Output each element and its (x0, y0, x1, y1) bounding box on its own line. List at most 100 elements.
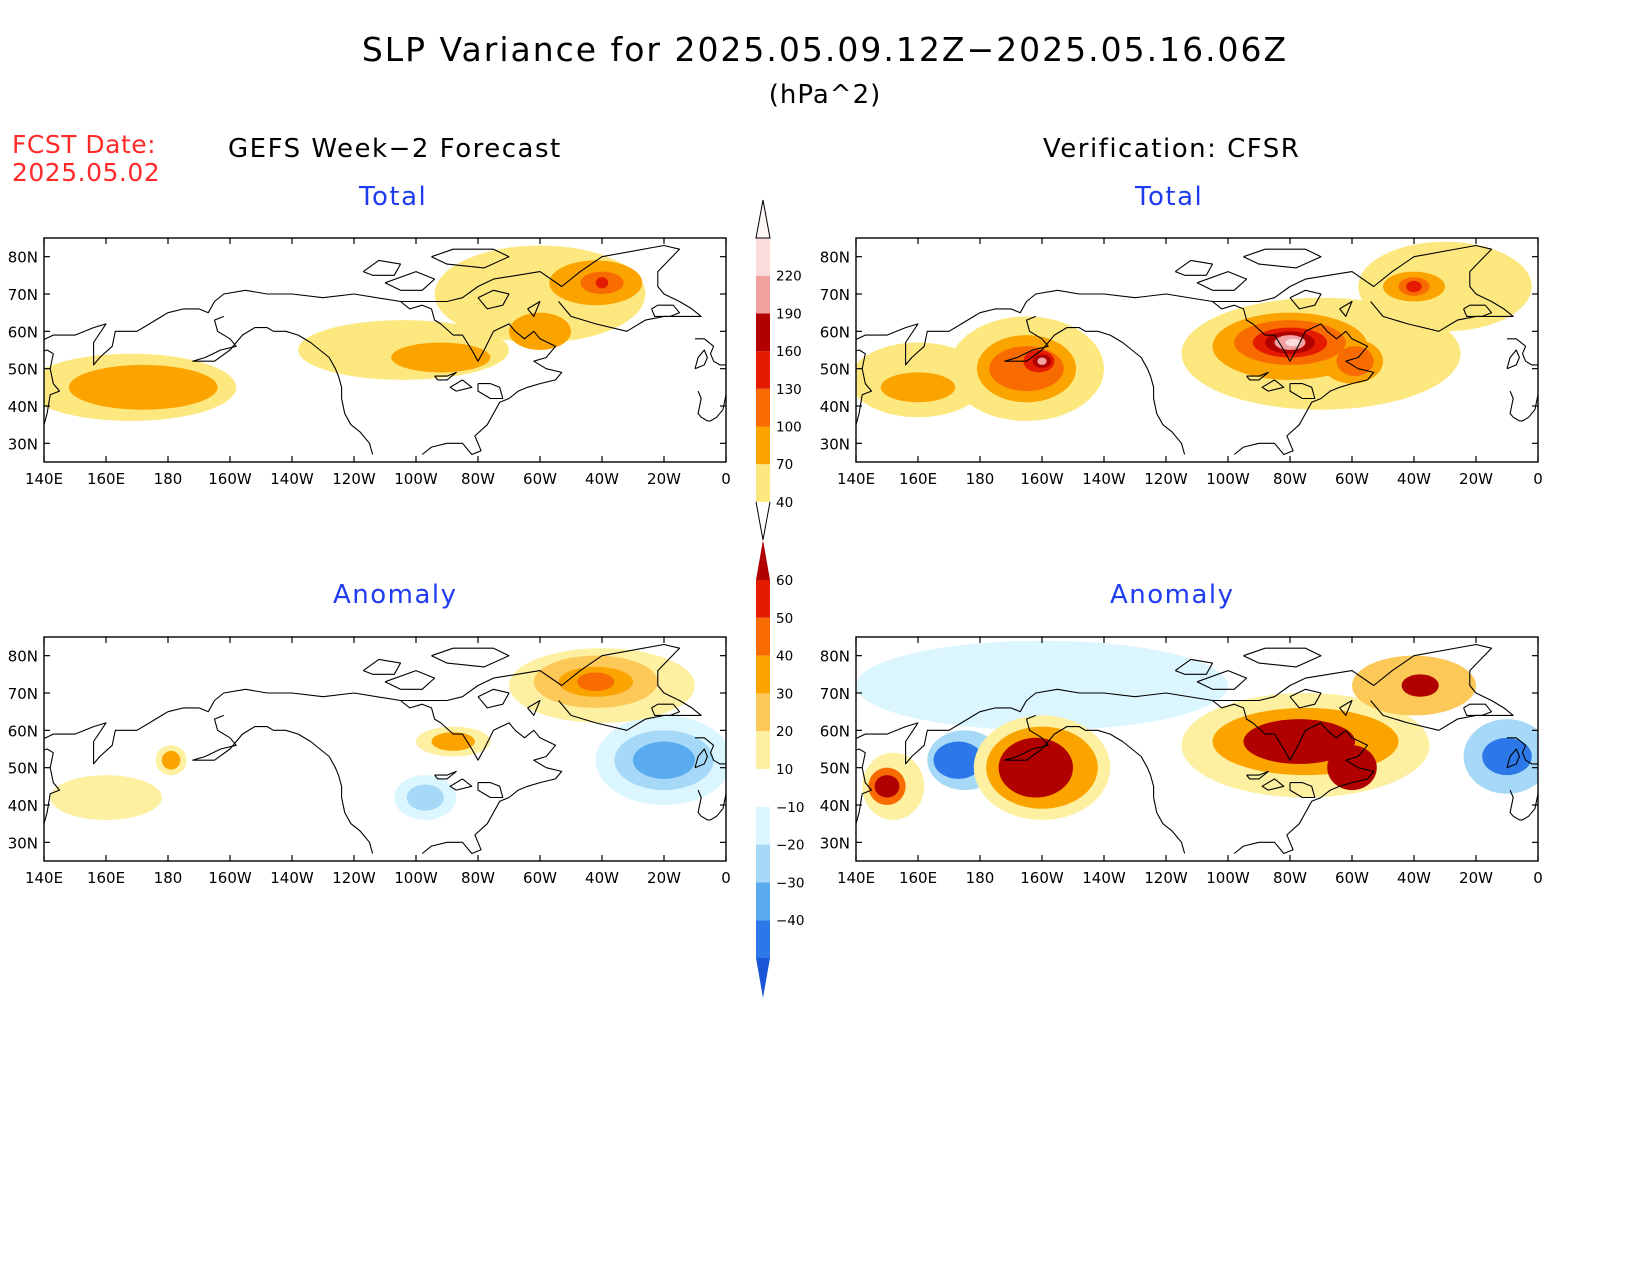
total-colorbar-box (756, 388, 770, 427)
coastline-10 (384, 670, 436, 690)
coastline-5 (1509, 390, 1538, 422)
coastline-3 (695, 737, 726, 765)
shaded-contour-cfsr-anomaly-16 (1401, 674, 1439, 697)
map-panel-gefs-total (44, 238, 726, 462)
coastline-7 (1289, 383, 1316, 400)
lon-tick-label: 20W (1459, 869, 1493, 887)
lat-tick-label: 50N (8, 361, 38, 379)
figure-title: SLP Variance for 2025.05.09.12Z−2025.05.… (361, 30, 1289, 69)
lat-tick-label: 40N (820, 398, 850, 416)
panel-title-cfsr-anomaly: Anomaly (1110, 580, 1235, 610)
coastline-10 (1196, 271, 1248, 291)
shaded-contour-cfsr-anomaly-10 (998, 737, 1073, 798)
lon-tick-label: 0 (721, 470, 731, 488)
lat-tick-label: 40N (820, 797, 850, 815)
lon-tick-label: 120W (1144, 869, 1188, 887)
anomaly-colorbar-box (756, 920, 770, 958)
total-colorbar-label: 190 (776, 306, 802, 322)
coastline-6 (1463, 703, 1493, 716)
shaded-contour-cfsr-total-18 (1037, 357, 1047, 365)
lon-tick-label: 160W (1020, 470, 1064, 488)
coastline-5 (697, 390, 726, 422)
shaded-contour-cfsr-total-11 (1336, 346, 1374, 377)
coastline-13 (1289, 289, 1322, 310)
lat-tick-label: 30N (8, 834, 38, 852)
lat-tick-label: 50N (8, 760, 38, 778)
coastline-14 (527, 300, 541, 317)
shaded-contour-cfsr-anomaly-2 (933, 741, 984, 779)
lon-tick-label: 140W (270, 869, 314, 887)
coastline-8 (449, 379, 473, 392)
lat-tick-label: 60N (8, 323, 38, 341)
shaded-contour-gefs-total-5 (509, 312, 571, 351)
anomaly-colorbar-box (756, 693, 770, 732)
left-column-title: GEFS Week−2 Forecast (228, 134, 562, 164)
shaded-contour-cfsr-anomaly-4 (1482, 737, 1532, 776)
coastline-6 (651, 703, 681, 716)
lon-tick-label: 140E (25, 470, 63, 488)
lat-tick-label: 80N (8, 249, 38, 267)
total-colorbar-box (756, 464, 770, 502)
coastline-1 (1004, 315, 1186, 455)
lat-tick-label: 50N (820, 760, 850, 778)
coastline-8 (449, 778, 473, 791)
total-colorbar-label: 40 (776, 495, 793, 511)
anomaly-colorbar-box (756, 882, 770, 921)
anomaly-colorbar-box (756, 655, 770, 694)
total-colorbar-box (756, 238, 770, 276)
lon-tick-label: 20W (647, 470, 681, 488)
coastline-10 (1196, 670, 1248, 690)
lon-tick-label: 160W (208, 470, 252, 488)
coastline-12 (362, 658, 402, 675)
lon-tick-label: 160E (899, 470, 937, 488)
shaded-contour-cfsr-total-4 (880, 372, 956, 403)
lon-tick-label: 140E (837, 470, 875, 488)
lat-tick-label: 40N (8, 398, 38, 416)
coastline-11 (431, 248, 510, 269)
lat-tick-label: 70N (820, 286, 850, 304)
total-colorbar-cap (755, 199, 771, 239)
coastline-14 (1339, 300, 1353, 317)
coastline-0 (856, 643, 1514, 824)
panel-title-gefs-anomaly: Anomaly (333, 580, 458, 610)
coastline-5 (1509, 789, 1538, 821)
anomaly-colorbar-cap-bottom (756, 958, 770, 998)
map-frame-gefs-total (43, 237, 727, 463)
lon-tick-label: 120W (1144, 470, 1188, 488)
lat-tick-label: 80N (8, 648, 38, 666)
coastline-12 (362, 259, 402, 276)
lon-tick-label: 0 (1533, 869, 1543, 887)
anomaly-colorbar-label: −30 (776, 875, 805, 891)
anomaly-colorbar-box (756, 617, 770, 656)
lon-tick-label: 140W (270, 470, 314, 488)
lon-tick-label: 120W (332, 470, 376, 488)
lat-tick-label: 80N (820, 249, 850, 267)
shaded-contour-gefs-anomaly-0 (44, 640, 416, 731)
map-panel-cfsr-anomaly (856, 637, 1538, 861)
fcst-date-value: 2025.05.02 (12, 158, 161, 187)
coastline-9 (1246, 371, 1269, 381)
total-colorbar-box (756, 313, 770, 352)
total-colorbar-box (756, 275, 770, 314)
lon-tick-label: 160W (208, 869, 252, 887)
anomaly-colorbar-box (756, 844, 770, 883)
shaded-contour-cfsr-anomaly-14 (1327, 745, 1377, 791)
coastline-13 (477, 289, 510, 310)
lon-tick-label: 100W (394, 470, 438, 488)
total-colorbar-label: 220 (776, 269, 802, 285)
coastline-4 (1506, 748, 1520, 769)
coastline-14 (1339, 699, 1353, 716)
coastline-0 (44, 244, 702, 425)
coastline-4 (694, 349, 708, 370)
coastline-1 (192, 315, 374, 455)
shaded-contour-cfsr-anomaly-0 (856, 640, 1228, 731)
shaded-contour-gefs-anomaly-3 (633, 741, 695, 779)
lon-tick-label: 80W (1273, 470, 1307, 488)
shaded-contour-gefs-anomaly-12 (161, 750, 181, 770)
lon-tick-label: 180 (154, 869, 183, 887)
lat-tick-label: 30N (820, 834, 850, 852)
lon-tick-label: 40W (585, 470, 619, 488)
lon-tick-label: 160E (87, 869, 125, 887)
coastline-2 (1212, 301, 1375, 456)
